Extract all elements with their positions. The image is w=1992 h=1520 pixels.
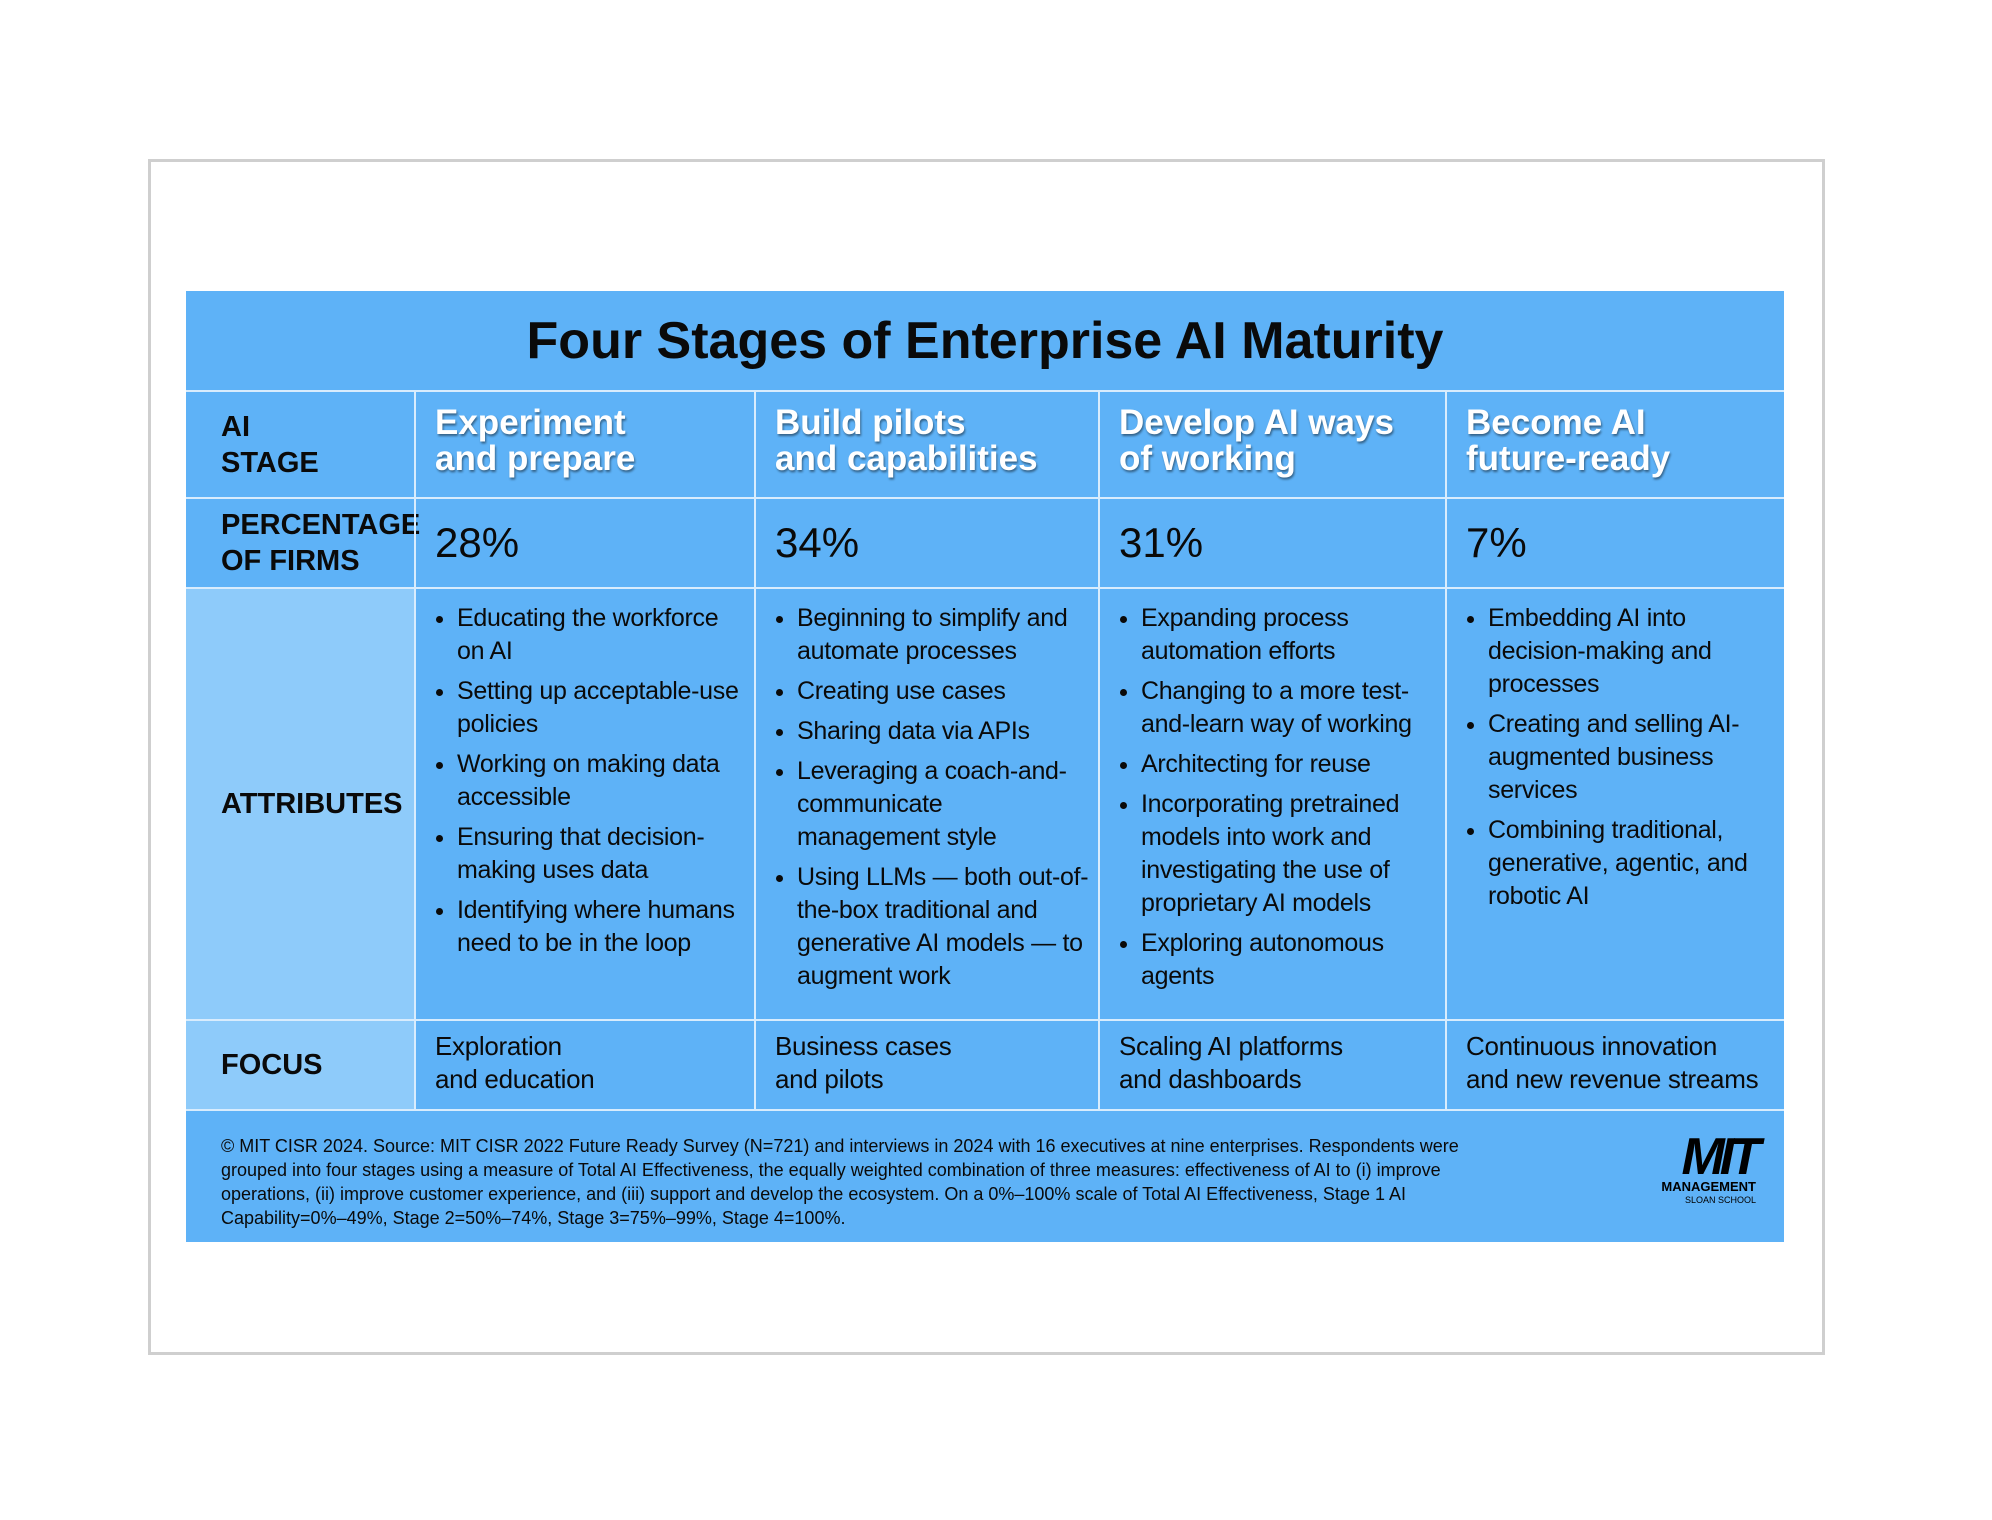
row-header-line: PERCENTAGE [221,509,421,541]
attribute: Changing to a more test-and-learn way of… [1141,675,1436,741]
attribute-list: Embedding AI into decision-making and pr… [1446,588,1784,913]
stage-name-line: future-ready [1466,439,1671,478]
focus: Continuous innovation and new revenue str… [1446,1020,1784,1110]
focus-line: Exploration [435,1031,562,1061]
column-divider [1445,391,1447,1110]
footnote: © MIT CISR 2024. Source: MIT CISR 2022 F… [221,1136,1459,1228]
row-divider [186,1109,1784,1111]
stage-name-line: Become AI [1466,403,1646,442]
row-header: AI STAGE [186,391,415,498]
row-header-line: OF FIRMS [221,545,360,577]
attribute-list: Beginning to simplify and automate proce… [755,588,1099,993]
row-header-line: ATTRIBUTES [221,788,403,820]
maturity-table: Four Stages of Enterprise AI Maturity AI… [186,291,1784,1242]
attribute: Leveraging a coach-and-communicate manag… [797,755,1089,854]
attribute: Beginning to simplify and automate proce… [797,602,1089,668]
percentage: 28% [435,519,520,566]
logo-mark: MIT [1681,1128,1761,1186]
stage-name: Develop AI ways of working [1099,391,1446,498]
column-divider [754,391,756,1110]
attribute: Incorporating pretrained models into wor… [1141,788,1436,920]
stage-name-line: and capabilities [775,439,1038,478]
focus-line: Continuous innovation [1466,1031,1717,1061]
attribute: Expanding process automation efforts [1141,602,1436,668]
focus-line: and new revenue streams [1466,1064,1759,1094]
attribute: Embedding AI into decision-making and pr… [1488,602,1774,701]
attributes-cell: Embedding AI into decision-making and pr… [1446,588,1784,1020]
frame [148,159,1825,1355]
focus: Business cases and pilots [755,1020,1099,1110]
focus: Scaling AI platforms and dashboards [1099,1020,1446,1110]
attribute: Sharing data via APIs [797,715,1089,748]
row-header: ATTRIBUTES [186,588,415,1020]
focus-line: and education [435,1064,595,1094]
attribute: Creating and selling AI-augmented busine… [1488,708,1774,807]
focus-line: and pilots [775,1064,884,1094]
attribute: Architecting for reuse [1141,748,1436,781]
attribute: Ensuring that decision-making uses data [457,821,745,887]
focus-line: and dashboards [1119,1064,1302,1094]
stage-name-line: Experiment [435,403,626,442]
row-header: FOCUS [186,1020,415,1110]
title: Four Stages of Enterprise AI Maturity [526,312,1444,370]
percentage: 7% [1466,519,1527,566]
attribute: Using LLMs — both out-of-the-box traditi… [797,861,1089,993]
attribute: Combining traditional, generative, agent… [1488,814,1774,913]
attribute: Creating use cases [797,675,1089,708]
row-divider [186,587,1784,589]
row-divider [186,1019,1784,1021]
row-divider [186,497,1784,499]
attribute: Setting up acceptable-use policies [457,675,745,741]
attributes-cell: Educating the workforce on AI Setting up … [415,588,755,1020]
column-divider [414,391,416,1110]
logo: MIT MANAGEMENT SLOAN SCHOOL [1636,1128,1761,1206]
stage-name: Become AI future-ready [1446,391,1784,498]
logo-line: MANAGEMENT [1661,1179,1756,1194]
stage-name-line: of working [1119,439,1296,478]
attribute: Working on making data accessible [457,748,745,814]
attribute: Exploring autonomous agents [1141,927,1436,993]
row-header: PERCENTAGE OF FIRMS [186,498,421,588]
stage-name-line: Build pilots [775,403,966,442]
stage-name: Experiment and prepare [415,391,755,498]
row-header-line: AI [221,410,250,443]
attributes-cell: Beginning to simplify and automate proce… [755,588,1099,1020]
logo-line: SLOAN SCHOOL [1684,1195,1756,1205]
attribute: Identifying where humans need to be in t… [457,894,745,960]
attribute: Educating the workforce on AI [457,602,745,668]
percentage: 31% [1119,519,1204,566]
column-divider [1098,391,1100,1110]
attribute-list: Expanding process automation efforts Chan… [1099,588,1446,993]
stage-name-line: Develop AI ways [1119,403,1394,442]
focus-line: Scaling AI platforms [1119,1031,1343,1061]
attribute-list: Educating the workforce on AI Setting up … [415,588,755,960]
row-header-line: STAGE [221,446,319,479]
footer: © MIT CISR 2024. Source: MIT CISR 2022 F… [186,1110,1784,1242]
row-header-line: FOCUS [221,1049,323,1081]
row-divider [186,390,1784,392]
focus-line: Business cases [775,1031,952,1061]
focus: Exploration and education [415,1020,755,1110]
attributes-cell: Expanding process automation efforts Chan… [1099,588,1446,1020]
stage-name: Build pilots and capabilities [755,391,1099,498]
percentage: 34% [775,519,860,566]
stage-name-line: and prepare [435,439,636,478]
